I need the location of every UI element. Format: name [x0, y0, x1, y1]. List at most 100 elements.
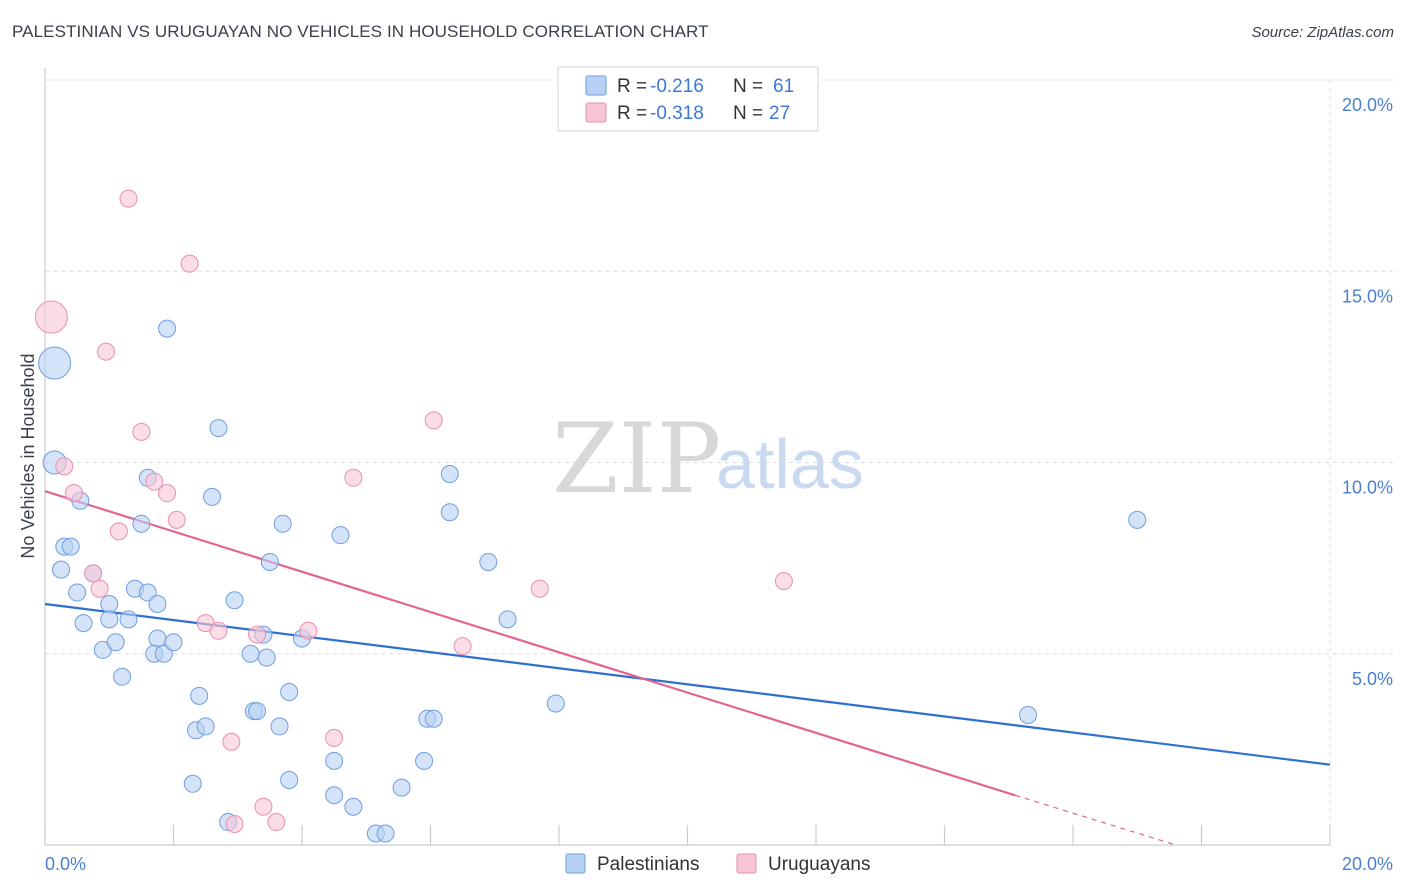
point-palestinians [196, 717, 215, 736]
point-uruguayans [424, 411, 443, 430]
point-palestinians [158, 319, 177, 338]
legend-n-value-2: 27 [769, 103, 790, 124]
point-palestinians [479, 552, 498, 571]
point-uruguayans [84, 564, 103, 583]
point-palestinians [100, 610, 119, 629]
point-uruguayans [90, 579, 109, 598]
point-palestinians [270, 717, 289, 736]
legend-r-label-1: R = [617, 76, 647, 97]
point-palestinians [203, 487, 222, 506]
point-palestinians [546, 694, 565, 713]
point-uruguayans [530, 579, 549, 598]
point-palestinians [119, 610, 138, 629]
point-palestinians [440, 503, 459, 522]
y-tick-label: 10.0% [1342, 478, 1393, 498]
watermark-atlas: atlas [716, 425, 864, 503]
point-uruguayans [453, 637, 472, 656]
y-tick-label: 20.0% [1342, 95, 1393, 115]
point-palestinians [106, 633, 125, 652]
point-palestinians [280, 770, 299, 789]
legend-r-value-2: -0.318 [650, 103, 704, 124]
point-palestinians [273, 514, 292, 533]
bottom-legend-swatch-palestinians [565, 853, 586, 874]
point-uruguayans [254, 797, 273, 816]
trend-line-uruguayans [44, 490, 1016, 797]
point-palestinians [148, 595, 167, 614]
point-palestinians [61, 537, 80, 556]
x-tick-label: 20.0% [1342, 854, 1393, 874]
point-palestinians [113, 667, 132, 686]
chart-title: PALESTINIAN VS URUGUAYAN NO VEHICLES IN … [12, 22, 709, 41]
point-uruguayans [225, 814, 244, 833]
point-palestinians [183, 774, 202, 793]
point-palestinians [132, 514, 151, 533]
point-palestinians [154, 644, 173, 663]
point-palestinians [260, 552, 279, 571]
point-palestinians [190, 686, 209, 705]
point-palestinians [225, 591, 244, 610]
y-tick-label: 15.0% [1342, 286, 1393, 306]
point-palestinians [257, 648, 276, 667]
trend-line-uruguayans-extension [1014, 794, 1176, 846]
point-palestinians [1128, 510, 1147, 529]
point-palestinians [164, 633, 183, 652]
point-palestinians [392, 778, 411, 797]
tick-labels: 5.0% 10.0% 15.0% 20.0% 0.0% 20.0% [45, 95, 1393, 874]
point-palestinians [424, 709, 443, 728]
point-palestinians [1019, 705, 1038, 724]
point-palestinians [38, 346, 72, 380]
legend-n-label-1: N = [733, 76, 763, 97]
point-uruguayans [119, 189, 138, 208]
data-points [34, 189, 1147, 843]
legend-r-value-1: -0.216 [650, 76, 704, 97]
point-uruguayans [34, 300, 68, 334]
point-uruguayans [325, 728, 344, 747]
point-uruguayans [64, 484, 83, 503]
bottom-legend-palestinians: Palestinians [597, 854, 699, 875]
point-palestinians [331, 526, 350, 545]
bottom-legend-uruguayans: Uruguayans [768, 854, 870, 875]
point-palestinians [138, 583, 157, 602]
legend-r-label-2: R = [617, 103, 647, 124]
point-uruguayans [158, 484, 177, 503]
point-palestinians [209, 419, 228, 438]
point-palestinians [148, 629, 167, 648]
point-uruguayans [248, 625, 267, 644]
point-uruguayans [145, 472, 164, 491]
point-uruguayans [167, 510, 186, 529]
x-tick-label: 0.0% [45, 854, 86, 874]
point-palestinians [248, 702, 267, 721]
watermark: ZIP atlas [552, 403, 864, 515]
point-palestinians [376, 824, 395, 843]
point-uruguayans [97, 342, 116, 361]
legend: R = -0.216 N = 61 R = -0.318 N = 27 [557, 66, 819, 132]
point-palestinians [415, 751, 434, 770]
legend-swatch-uruguayans [585, 102, 607, 123]
bottom-legend-swatch-uruguayans [736, 853, 757, 874]
point-uruguayans [209, 621, 228, 640]
point-palestinians [325, 786, 344, 805]
point-uruguayans [132, 422, 151, 441]
y-axis-label: No Vehicles in Household [18, 353, 38, 558]
trend-lines [44, 490, 1331, 846]
point-uruguayans [344, 468, 363, 487]
point-uruguayans [180, 254, 199, 273]
point-palestinians [52, 560, 71, 579]
point-palestinians [440, 464, 459, 483]
point-uruguayans [267, 813, 286, 832]
point-palestinians [100, 595, 119, 614]
point-palestinians [68, 583, 87, 602]
legend-n-label-2: N = [733, 103, 763, 124]
point-uruguayans [109, 522, 128, 541]
source-label: Source: ZipAtlas.com [1251, 24, 1394, 41]
point-palestinians [241, 644, 260, 663]
point-uruguayans [222, 732, 241, 751]
bottom-legend: Palestinians Uruguayans [565, 853, 870, 875]
point-palestinians [74, 614, 93, 633]
point-palestinians [325, 751, 344, 770]
point-palestinians [498, 610, 517, 629]
y-tick-label: 5.0% [1352, 669, 1393, 689]
point-uruguayans [774, 572, 793, 591]
point-uruguayans [55, 457, 74, 476]
